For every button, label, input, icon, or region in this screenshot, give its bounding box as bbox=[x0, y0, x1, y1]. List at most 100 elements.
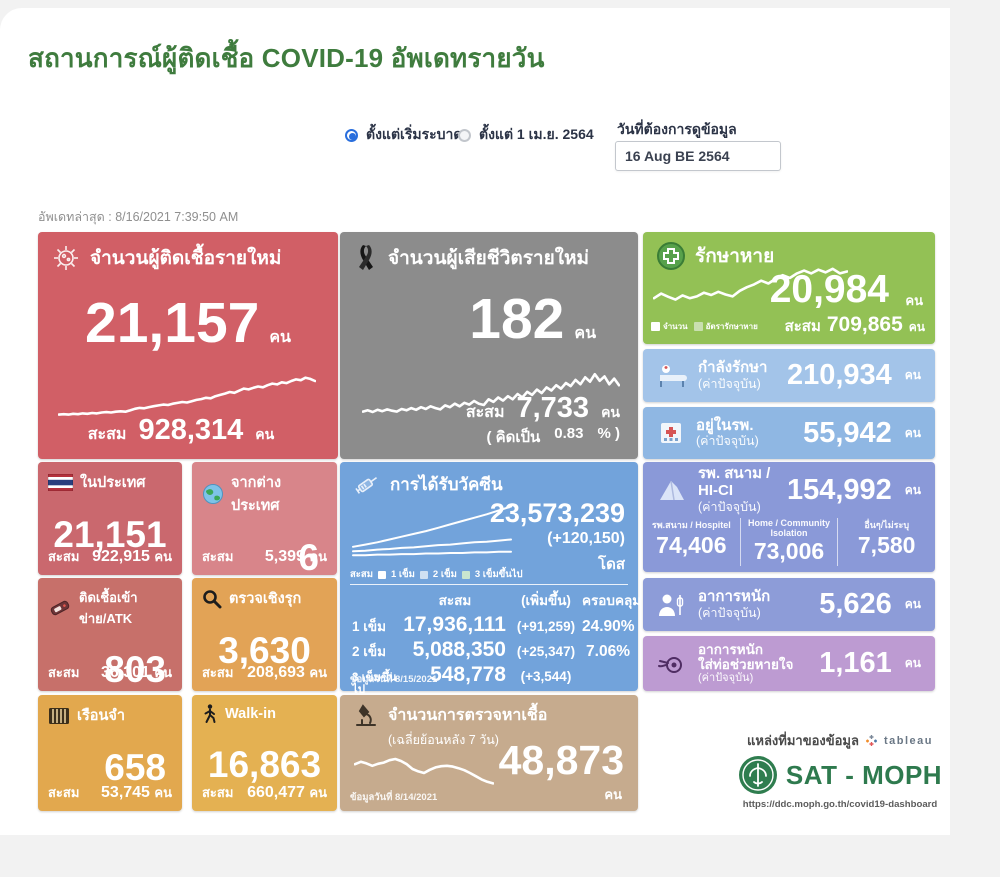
vaccine-data-date: ข้อมูลวันที่ 8/15/2021 bbox=[350, 674, 438, 685]
breakdown-home-isolation: Home / Community Isolation 73,006 bbox=[739, 518, 838, 566]
field-hospital-unit: คน bbox=[904, 482, 921, 497]
legend-swatch-dose2 bbox=[419, 570, 428, 579]
current-note: (ค่าปัจจุบัน) bbox=[698, 499, 761, 514]
card-title: อยู่ในรพ. bbox=[696, 416, 754, 434]
in-hospital-unit: คน bbox=[904, 425, 921, 440]
breakdown-value: 73,006 bbox=[753, 538, 825, 565]
in-treatment-unit: คน bbox=[904, 368, 921, 382]
legend-prefix: สะสม bbox=[350, 569, 373, 580]
date-picker-label: วันที่ต้องการดูข้อมูล bbox=[617, 121, 737, 137]
cumulative-row: สะสม 208,693 คน bbox=[202, 662, 327, 683]
ventilator-value: 1,161 bbox=[819, 647, 892, 679]
card-domestic: ในประเทศ 21,151 สะสม 922,915 คน bbox=[38, 462, 182, 575]
patient-iv-icon bbox=[659, 594, 684, 616]
row-dose2-increase: (+25,347) bbox=[516, 644, 576, 660]
card-title: ในประเทศ bbox=[80, 475, 146, 491]
cumulative-value-unit: 53,745 คน bbox=[101, 784, 172, 801]
card-new-deaths: จำนวนผู้เสียชีวิตรายใหม่ 182 คน สะสม 7,7… bbox=[340, 232, 638, 459]
row-dose2-coverage: 7.06% bbox=[586, 643, 630, 661]
legend-rate-label: อัตรารักษาหาย bbox=[705, 322, 758, 331]
card-title: จำนวนการตรวจหาเชื้อ bbox=[388, 707, 548, 724]
card-title: กำลังรักษา bbox=[698, 359, 768, 377]
legend-swatch-green bbox=[693, 322, 703, 331]
breakdown-label: อื่นๆ/ไม่ระบุ bbox=[864, 520, 910, 531]
row-dose3-cumulative: 548,778 bbox=[430, 663, 506, 687]
tableau-logo-icon bbox=[865, 735, 877, 746]
breakdown-value: 74,406 bbox=[656, 532, 727, 559]
cumulative-label: สะสม bbox=[48, 665, 80, 680]
severe-value: 5,626 bbox=[819, 588, 892, 620]
row-dose3-increase: (+3,544) bbox=[520, 669, 572, 685]
recovered-value: 20,984 bbox=[769, 268, 889, 311]
tableau-wordmark: tableau bbox=[883, 734, 933, 747]
virus-icon bbox=[54, 246, 78, 270]
ventilator-tube-icon bbox=[658, 656, 682, 673]
legend-rate: อัตรารักษาหาย bbox=[693, 320, 758, 333]
atk-value: 803 bbox=[104, 649, 166, 690]
radio-since-outbreak[interactable]: ตั้งแต่เริ่มระบาด bbox=[345, 124, 462, 146]
cumulative-row: สะสม 36,301 คน bbox=[48, 662, 172, 683]
note-close: % ) bbox=[597, 425, 621, 442]
vaccine-sparkline bbox=[352, 505, 512, 557]
card-abroad: จากต่างประเทศ 6 สะสม 5,399 คน bbox=[192, 462, 337, 576]
cumulative-label: สะสม bbox=[48, 549, 80, 564]
cumulative-value: 7,733 bbox=[516, 392, 590, 424]
card-subtitle: (เฉลี่ยย้อนหลัง 7 วัน) bbox=[388, 733, 499, 747]
col-header-coverage: ครอบคลุม bbox=[582, 593, 642, 608]
recovered-footer: จำนวน อัตรารักษาหาย สะสม 709,865 คน bbox=[651, 313, 925, 338]
card-title: Walk-in bbox=[225, 706, 277, 722]
microscope-icon bbox=[356, 704, 376, 726]
card-title: จากต่างประเทศ bbox=[231, 475, 282, 514]
cumulative-label: สะสม bbox=[48, 785, 80, 800]
cumulative-row: สะสม 928,314 คน bbox=[38, 414, 324, 447]
field-hospital-value: 154,992 bbox=[786, 473, 892, 506]
cumulative-label: สะสม bbox=[202, 785, 234, 800]
magnifier-icon bbox=[203, 589, 222, 608]
radio-selected-icon[interactable] bbox=[345, 128, 358, 142]
card-new-cases: จำนวนผู้ติดเชื้อรายใหม่ 21,157 คน สะสม 9… bbox=[38, 232, 338, 459]
field-hospital-breakdown: รพ.สนาม / Hospitel 74,406 Home / Communi… bbox=[643, 518, 935, 566]
hospital-bed-icon bbox=[660, 364, 687, 387]
card-vaccination: การได้รับวัคซีน 23,573,239 (+120,150) โด… bbox=[340, 462, 642, 696]
date-picker-input[interactable] bbox=[615, 141, 781, 171]
data-source-block: แหล่งที่มาของข้อมูล tableau bbox=[735, 730, 945, 816]
domestic-value: 21,151 bbox=[53, 514, 167, 555]
cumulative-unit: คน bbox=[908, 320, 925, 334]
death-percent-note: ( คิดเป็น 0.83 % ) bbox=[486, 425, 620, 449]
row-dose1-increase: (+91,259) bbox=[516, 619, 576, 634]
legend-dose2-label: 2 เข็ม bbox=[432, 569, 457, 580]
tests-sparkline bbox=[354, 757, 494, 785]
legend-swatch-white bbox=[651, 322, 660, 331]
breakdown-label: รพ.สนาม / Hospitel bbox=[651, 520, 731, 531]
cumulative-label: สะสม bbox=[784, 318, 821, 335]
card-title: การได้รับวัคซีน bbox=[390, 475, 503, 494]
note-percent: 0.83 bbox=[554, 425, 584, 442]
current-note: (ค่าปัจจุบัน) bbox=[698, 672, 754, 685]
breakdown-other: อื่นๆ/ไม่ระบุ 7,580 bbox=[837, 518, 935, 566]
legend-swatch-dose3 bbox=[461, 570, 470, 579]
source-url[interactable]: https://ddc.moph.go.th/covid19-dashboard bbox=[742, 799, 938, 810]
radio-unselected-icon[interactable] bbox=[458, 128, 471, 142]
hospital-building-icon bbox=[661, 423, 681, 443]
in-hospital-value: 55,942 bbox=[803, 416, 892, 449]
card-tests: จำนวนการตรวจหาเชื้อ (เฉลี่ยย้อนหลัง 7 วั… bbox=[340, 695, 638, 811]
row-dose1-coverage: 24.90% bbox=[582, 618, 635, 635]
deaths-sparkline bbox=[362, 372, 620, 414]
proactive-value: 3,630 bbox=[218, 630, 311, 671]
vaccine-value: 23,573,239 bbox=[489, 498, 625, 528]
cumulative-value-unit: 208,693 คน bbox=[247, 664, 327, 681]
cumulative-unit: คน bbox=[601, 404, 620, 420]
radio-since-outbreak-label: ตั้งแต่เริ่มระบาด bbox=[366, 126, 463, 142]
globe-icon bbox=[203, 484, 223, 504]
cumulative-value: 928,314 bbox=[138, 414, 244, 446]
card-title: จำนวนผู้เสียชีวิตรายใหม่ bbox=[388, 248, 590, 269]
card-title: รักษาหาย bbox=[695, 246, 775, 267]
cumulative-row: สะสม 53,745 คน bbox=[48, 782, 172, 803]
cumulative-unit: คน bbox=[255, 426, 275, 442]
note-open: ( คิดเป็น bbox=[486, 429, 541, 446]
cumulative-label: สะสม bbox=[465, 404, 505, 421]
radio-since-april[interactable]: ตั้งแต่ 1 เม.ย. 2564 bbox=[458, 124, 594, 146]
moph-logo bbox=[738, 756, 777, 794]
col-header-increase: (เพิ่มขึ้น) bbox=[521, 593, 571, 608]
